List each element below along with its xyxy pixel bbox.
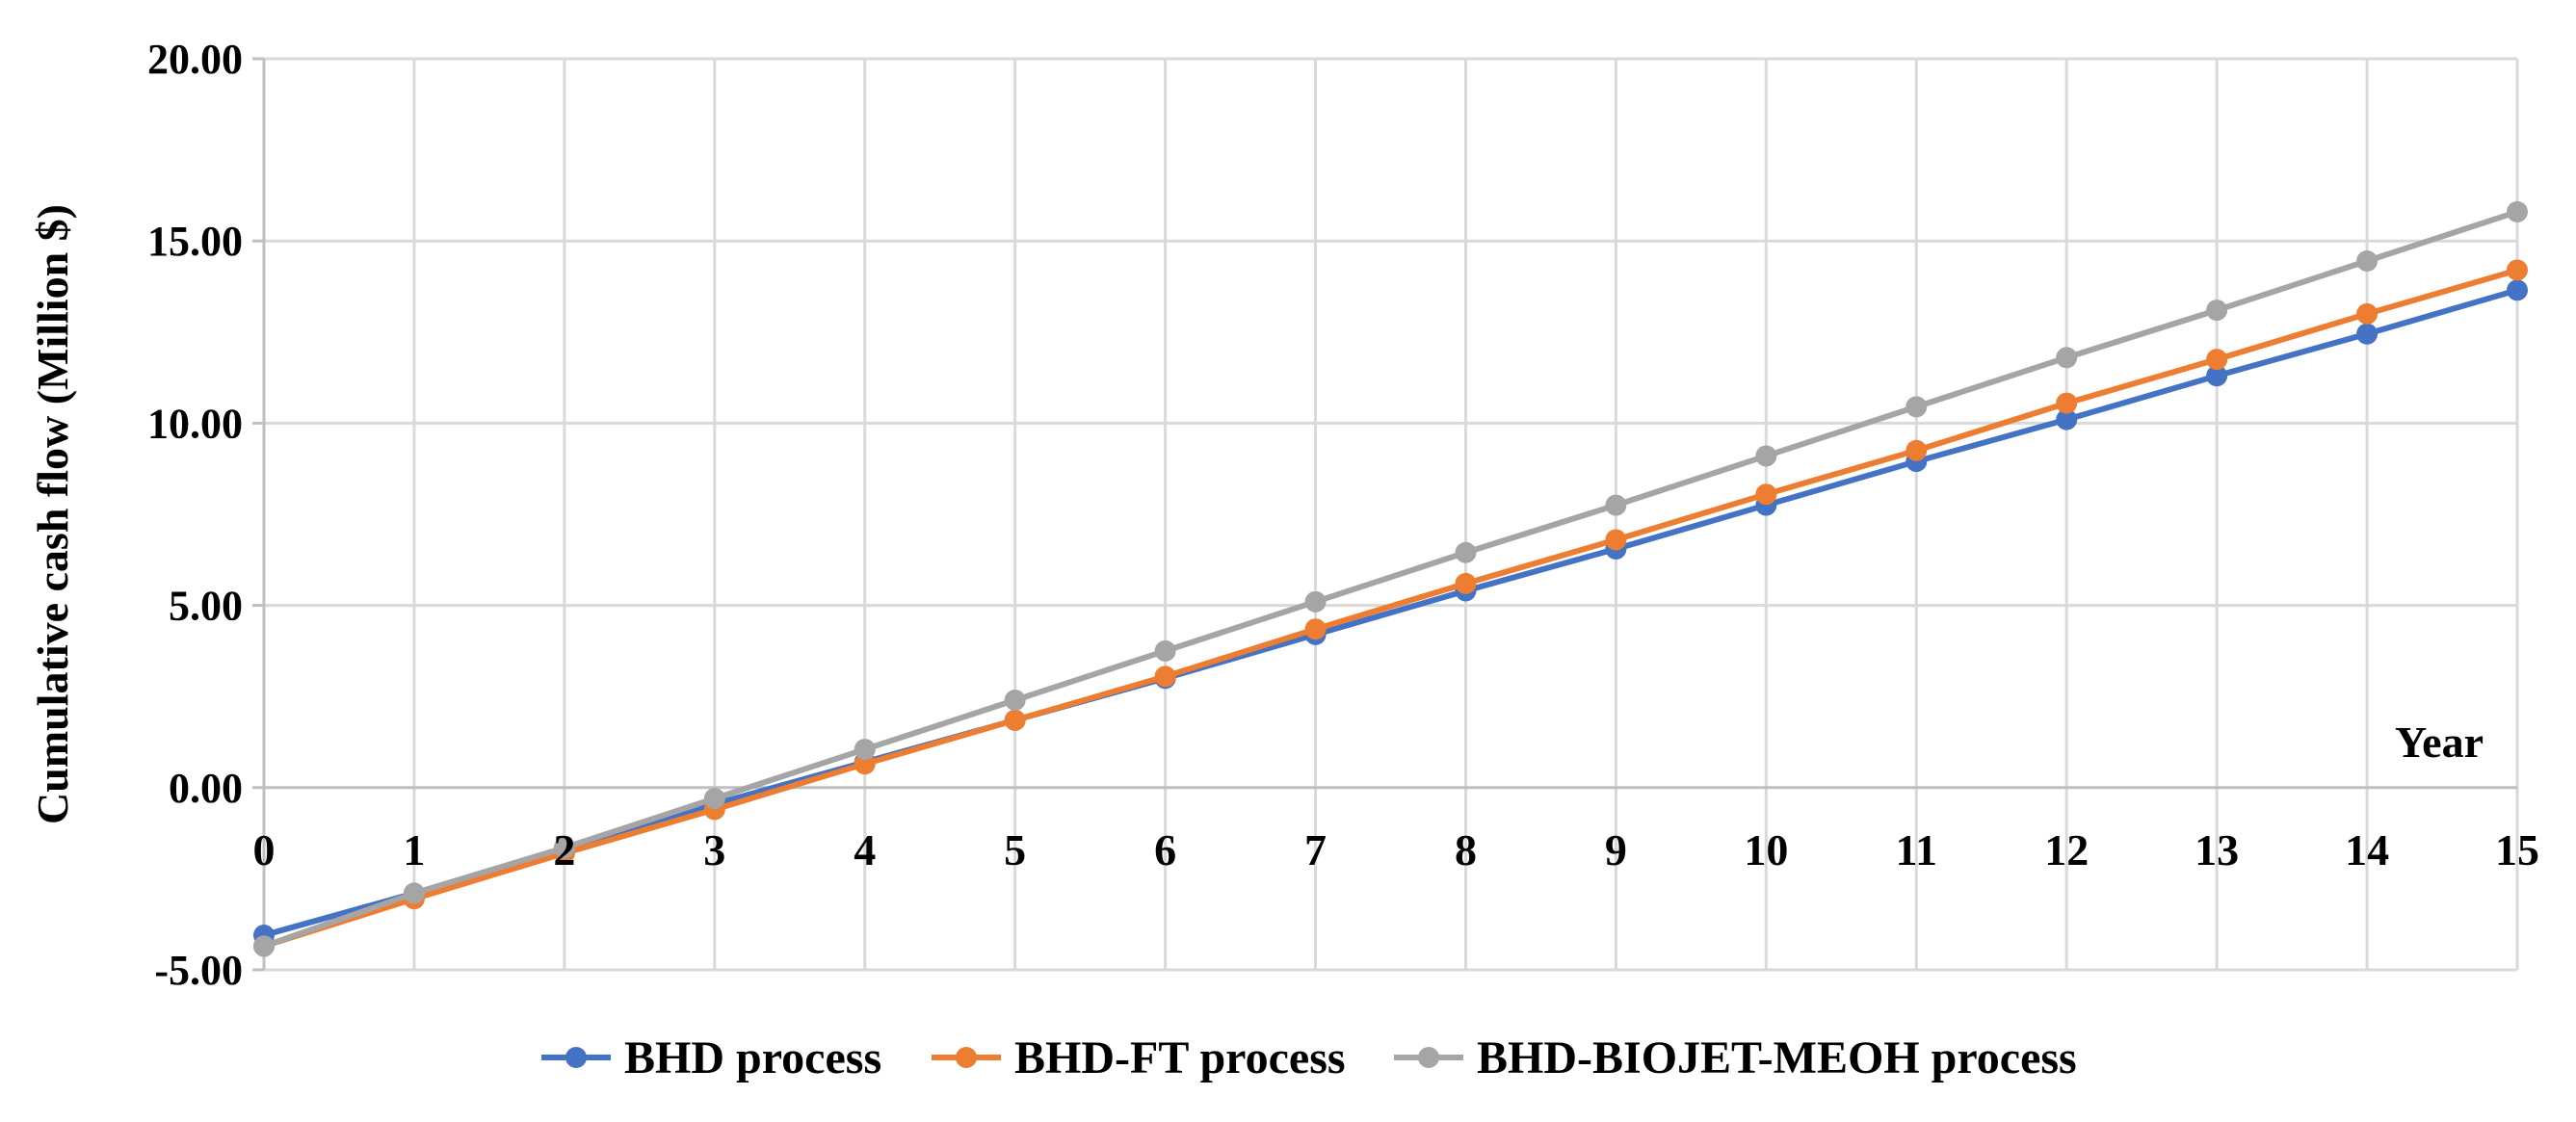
data-point-bhd-biojet-meoh-process [854,739,876,761]
axes [252,57,2517,972]
data-point-bhd-ft-process [1755,483,1777,506]
legend-item-bhd-process: BHD process [541,1032,881,1083]
data-point-bhd-biojet-meoh-process [2356,250,2379,273]
x-tick-label: 0 [253,825,276,874]
data-point-bhd-ft-process [1154,665,1176,688]
data-point-bhd-ft-process [1004,709,1026,731]
data-point-bhd-ft-process [1304,618,1327,640]
x-tick-label: 10 [1744,825,1788,874]
x-tick-label: 1 [403,825,425,874]
series-bhd-biojet-meoh-process [253,200,2528,957]
data-point-bhd-process [2056,408,2078,431]
legend-label: BHD-FT process [1014,1032,1346,1083]
data-point-bhd-biojet-meoh-process [2507,200,2528,222]
data-point-bhd-biojet-meoh-process [253,935,275,957]
data-point-bhd-biojet-meoh-process [1304,590,1327,613]
y-tick-label: -5.00 [154,947,243,994]
x-tick-label: 11 [1896,825,1937,874]
x-tick-label: 15 [2495,825,2539,874]
data-point-bhd-biojet-meoh-process [2056,347,2078,369]
legend-item-bhd-ft-process: BHD-FT process [932,1032,1346,1083]
y-tick-label: 5.00 [169,583,243,630]
data-point-bhd-biojet-meoh-process [1755,445,1777,467]
x-tick-label: 12 [2044,825,2089,874]
x-tick-label: 8 [1455,825,1477,874]
x-tick-label: 14 [2345,825,2389,874]
x-tick-label: 7 [1304,825,1327,874]
data-point-bhd-biojet-meoh-process [1605,494,1627,516]
x-tick-label: 6 [1154,825,1176,874]
y-tick-label: 0.00 [169,765,243,812]
data-point-bhd-ft-process [1605,529,1627,551]
data-point-bhd-ft-process [1906,439,1928,461]
data-point-bhd-biojet-meoh-process [1154,639,1176,662]
legend: BHD process BHD-FT process BHD-BIOJET-MEOH… [541,1032,2077,1083]
series-line-bhd-process [263,287,2518,938]
legend-label: BHD process [624,1032,881,1083]
data-point-bhd-ft-process [2507,259,2528,281]
data-point-bhd-biojet-meoh-process [1906,396,1928,418]
legend-swatch-marker [1418,1047,1439,1068]
series-lines [253,200,2528,957]
data-point-bhd-ft-process [2056,392,2078,414]
y-tick-label: 15.00 [147,218,243,265]
data-point-bhd-ft-process [1455,572,1477,594]
legend-item-bhd-biojet-meoh-process: BHD-BIOJET-MEOH process [1394,1032,2077,1083]
data-point-bhd-biojet-meoh-process [2206,300,2228,322]
x-tick-label: 13 [2195,825,2239,874]
legend-swatch-marker [956,1047,977,1068]
x-tick-label: 4 [854,825,876,874]
legend-swatch-marker [565,1047,587,1068]
y-axis-title: Cumulative cash flow (Million $) [28,204,77,824]
data-point-bhd-process [2356,323,2379,345]
x-axis-title: Year [2395,718,2484,767]
x-tick-label: 5 [1004,825,1026,874]
data-point-bhd-biojet-meoh-process [403,882,425,904]
legend-label: BHD-BIOJET-MEOH process [1477,1032,2077,1083]
x-tick-label: 9 [1605,825,1627,874]
data-point-bhd-biojet-meoh-process [1455,541,1477,563]
x-tick-label: 3 [703,825,725,874]
series-line-bhd-biojet-meoh-process [263,209,2518,950]
data-point-bhd-ft-process [2206,349,2228,371]
series-bhd-ft-process [253,259,2528,957]
data-point-bhd-process [2507,279,2528,301]
series-line-bhd-ft-process [263,267,2518,950]
x-tick-label: 2 [553,825,575,874]
data-point-bhd-biojet-meoh-process [553,837,575,859]
data-point-bhd-process [2206,365,2228,387]
data-point-bhd-ft-process [854,753,876,775]
y-tick-label: 20.00 [147,36,243,83]
y-tick-label: 10.00 [147,400,243,447]
data-point-bhd-biojet-meoh-process [1004,689,1026,711]
data-point-bhd-biojet-meoh-process [703,788,725,810]
data-point-bhd-ft-process [2356,302,2379,325]
